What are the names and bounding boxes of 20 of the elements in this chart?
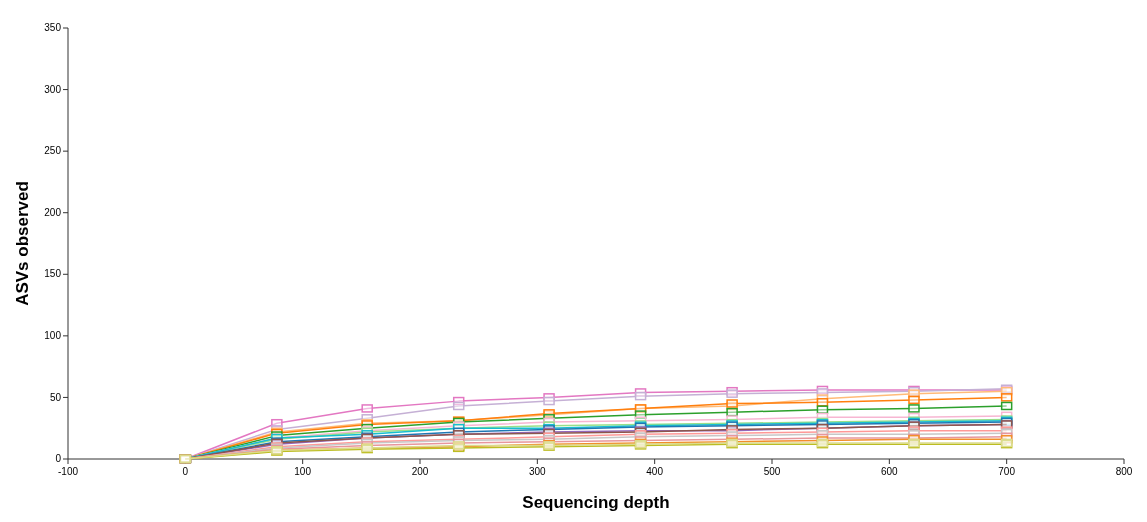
y-tick-label: 100 — [44, 330, 62, 342]
y-tick-label: 300 — [44, 83, 62, 95]
y-tick-label: 50 — [49, 391, 62, 403]
y-tick-label: 0 — [55, 453, 62, 465]
x-tick-label: 300 — [528, 466, 547, 477]
x-tick-label: 200 — [411, 466, 429, 477]
y-tick-label: 250 — [44, 145, 62, 157]
x-tick-label: 800 — [1115, 466, 1133, 477]
x-tick-label: 700 — [998, 466, 1016, 477]
x-tick-label: 600 — [880, 466, 899, 477]
x-tick-label: 100 — [294, 466, 312, 477]
x-tick-label: 400 — [646, 466, 664, 477]
y-tick-label: 200 — [44, 206, 62, 218]
x-tick-label: -100 — [57, 466, 79, 477]
y-tick-label: 350 — [44, 22, 62, 34]
y-tick-label: 150 — [44, 268, 62, 280]
x-tick-label: 0 — [182, 466, 189, 477]
x-axis-title: Sequencing depth — [522, 493, 670, 512]
y-axis-title: ASVs observed — [13, 181, 32, 306]
x-tick-label: 500 — [763, 466, 781, 477]
